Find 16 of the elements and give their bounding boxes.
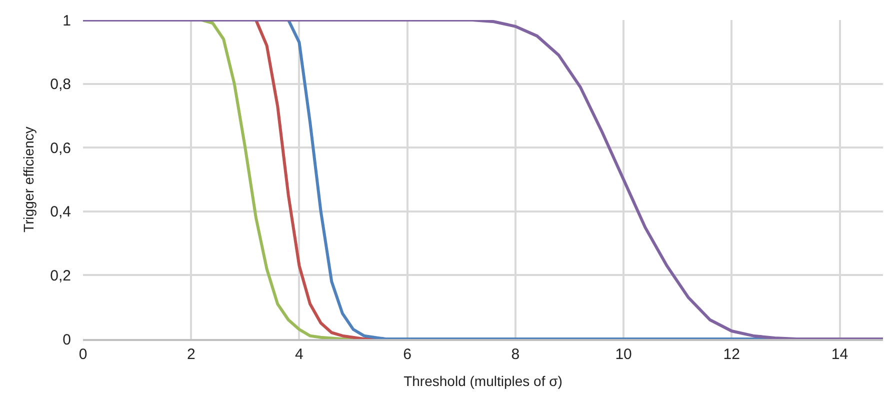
x-axis-title: Threshold (multiples of σ) bbox=[404, 372, 562, 389]
x-tick-label: 6 bbox=[403, 346, 412, 363]
x-tick-label: 12 bbox=[723, 346, 740, 363]
x-tick-label: 0 bbox=[78, 346, 88, 363]
y-tick-label: 0,2 bbox=[50, 267, 71, 284]
y-axis-title: Trigger efficiency bbox=[20, 126, 37, 232]
y-tick-label: 0 bbox=[62, 331, 71, 348]
x-tick-label: 4 bbox=[295, 346, 304, 363]
y-tick-label: 1 bbox=[62, 12, 71, 30]
y-tick-label: 0,8 bbox=[50, 76, 71, 94]
y-tick-label: 0,4 bbox=[50, 204, 71, 221]
x-tick-label: 14 bbox=[831, 346, 848, 363]
y-tick-label: 0,6 bbox=[50, 140, 71, 157]
x-tick-label: 2 bbox=[186, 346, 196, 363]
x-tick-label: 10 bbox=[615, 346, 632, 363]
x-tick-label: 8 bbox=[511, 346, 520, 363]
